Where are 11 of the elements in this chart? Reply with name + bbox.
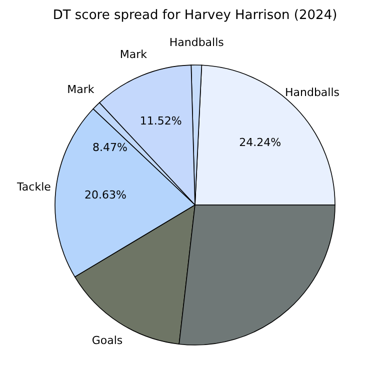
data-label: 20.63% — [84, 188, 127, 202]
text: 8.47% — [92, 141, 128, 154]
slice-label: Mark — [67, 83, 95, 96]
data-label: 24.24% — [239, 136, 282, 149]
chart-title: DT score spread for Harvey Harrison (2024) — [52, 8, 338, 23]
slice-label: Tackle — [16, 180, 52, 194]
slice-label: Handballs — [169, 36, 224, 50]
slice-label: Mark — [120, 48, 148, 62]
slice-label: Goals — [92, 334, 123, 348]
slice-label: Handballs — [284, 86, 340, 100]
data-label: 11.52% — [140, 114, 182, 128]
